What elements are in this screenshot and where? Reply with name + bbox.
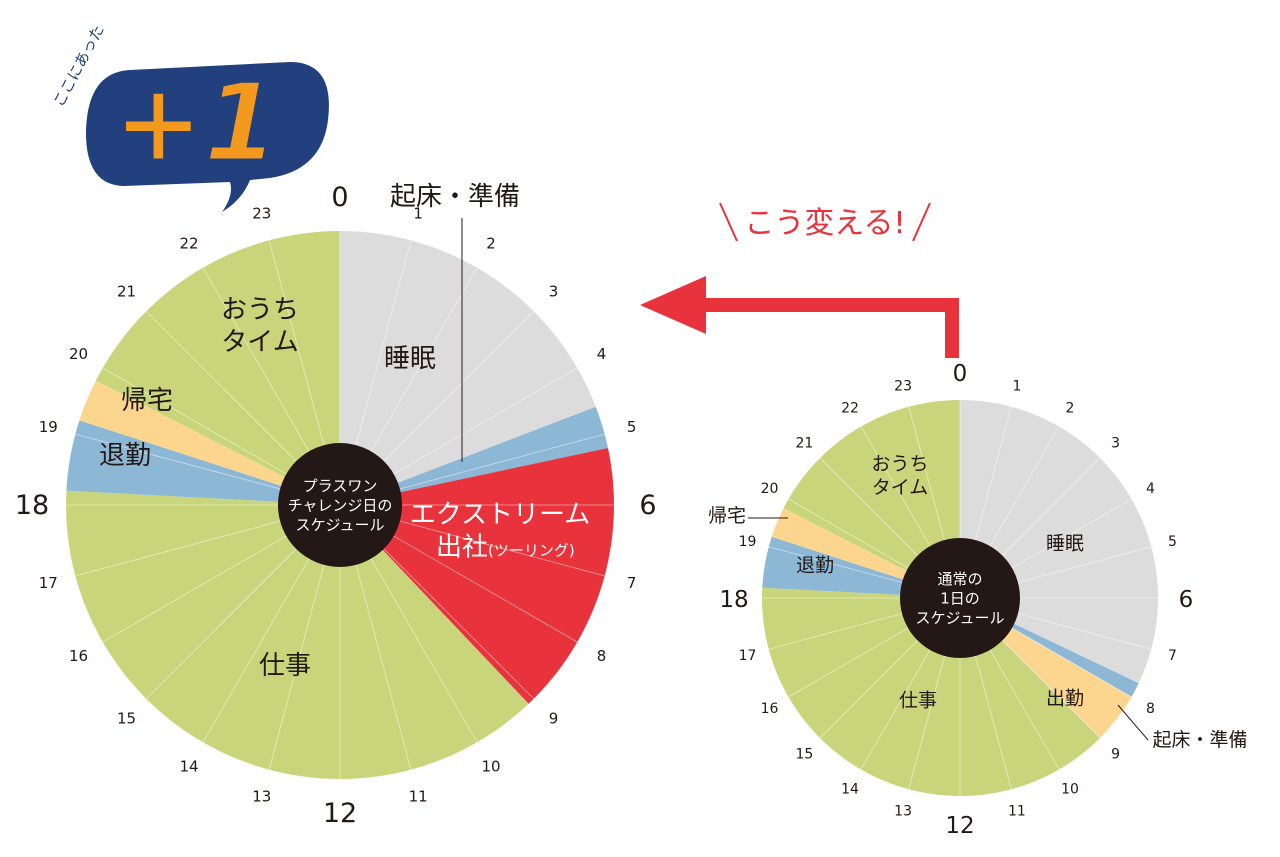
hour-tick-label: 6 [1179, 587, 1194, 613]
segment-label: 退勤 [99, 441, 151, 471]
hour-tick-label: 12 [323, 798, 357, 829]
hour-tick-label: 5 [627, 418, 637, 436]
hour-tick-label: 15 [117, 710, 136, 728]
callout-label: 起床・準備 [1152, 729, 1247, 751]
hour-tick-label: 16 [761, 701, 779, 717]
transition-slash-left [719, 202, 738, 242]
hour-tick-label: 17 [739, 648, 757, 664]
hour-tick-label: 13 [252, 788, 271, 806]
arrow-shaft [700, 298, 959, 358]
hour-tick-label: 10 [1061, 782, 1079, 798]
hour-tick-label: 19 [739, 534, 757, 550]
hour-tick-label: 23 [252, 204, 271, 222]
hour-tick-label: 4 [597, 345, 607, 363]
pie-slice [340, 231, 596, 505]
segment-label: タイム [221, 327, 298, 357]
hour-tick-label: 5 [1168, 534, 1177, 550]
badge-plus-one-text: +1 [113, 61, 279, 186]
pie-slice [95, 230, 340, 505]
hour-tick-label: 0 [331, 182, 348, 213]
segment-label: 出勤 [1046, 688, 1084, 710]
chart-title: 1日の [940, 589, 980, 607]
pie-slice [79, 380, 340, 505]
normal-day-pie: 0 1234567891011121314151617181920212223睡眠… [708, 361, 1248, 839]
plus-one-day-pie: 01234567891011121314151617181920212223睡眠… [15, 182, 657, 829]
hour-tick-label: 0 [953, 361, 968, 387]
hour-tick-label: 14 [841, 782, 859, 798]
hour-tick-label: 3 [549, 283, 559, 301]
pie-slice [66, 420, 340, 505]
transition-callout: こう変える! [640, 202, 959, 358]
hour-tick-label: 11 [409, 788, 428, 806]
hour-tick-label: 21 [795, 435, 813, 451]
hour-tick-label: 18 [15, 490, 49, 521]
segment-label: おうち [221, 295, 299, 325]
hour-tick-label: 7 [1168, 648, 1177, 664]
pie-slice [340, 448, 614, 704]
hour-tick-label: 17 [39, 574, 58, 592]
chart-title: プラスワン [303, 477, 378, 495]
hour-tick-label: 12 [945, 813, 974, 839]
segment-note: (ツーリング) [488, 541, 575, 559]
chart-title: スケジュール [916, 609, 1005, 627]
segment-label: 帰宅 [121, 386, 173, 416]
chart-hub [278, 443, 402, 567]
hour-tick-label: 20 [761, 481, 779, 497]
hour-tick-label: 9 [1111, 747, 1120, 763]
hour-tick-label: 9 [549, 710, 559, 728]
hour-tick-label: 14 [179, 758, 198, 776]
segment-label: タイム [872, 477, 929, 499]
segment-label: 出社 [436, 532, 488, 562]
hour-tick-label: 2 [1066, 401, 1075, 417]
callout-label: 帰宅 [708, 505, 746, 527]
hour-tick-label: 11 [1008, 804, 1026, 820]
hour-tick-label: 8 [1146, 701, 1155, 717]
hour-tick-label: 18 [719, 587, 748, 613]
hour-tick-label: 19 [39, 418, 58, 436]
chart-title: チャレンジ日の [288, 496, 393, 514]
hour-tick-label: 20 [69, 345, 88, 363]
hour-tick-label: 7 [627, 574, 637, 592]
hour-tick-label: 16 [69, 647, 88, 665]
segment-label: 仕事 [259, 651, 311, 681]
transition-label: こう変える! [744, 206, 905, 241]
segment-label: 睡眠 [1046, 533, 1084, 555]
hour-tick-label: 1 [413, 204, 423, 222]
segment-label: 退勤 [796, 555, 834, 577]
hour-tick-label: 21 [117, 283, 136, 301]
hour-tick-label: 22 [179, 235, 198, 253]
arrow-head [640, 276, 706, 334]
plus-one-badge: +1 ここにあった [50, 22, 329, 212]
pie-slice [66, 490, 529, 779]
callout-label: 起床・準備 [390, 182, 520, 212]
pie-slice [783, 400, 960, 598]
hour-tick-label: 2 [486, 235, 496, 253]
segment-label: 仕事 [899, 690, 937, 712]
hour-tick-label: 8 [597, 647, 607, 665]
hour-tick-label: 22 [841, 401, 859, 417]
segment-label: 睡眠 [384, 344, 436, 374]
callout-leader-line [1117, 704, 1149, 741]
pie-slice [340, 406, 609, 505]
hour-tick-label: 1 [1012, 379, 1021, 395]
chart-hub [900, 538, 1020, 658]
chart-title: 通常の [937, 570, 982, 588]
pie-slice [761, 587, 1101, 797]
hour-tick-label: 15 [795, 747, 813, 763]
chart-title: スケジュール [296, 516, 385, 534]
transition-slash-right [912, 202, 931, 242]
segment-label: おうち [871, 453, 928, 475]
hour-tick-label: 6 [639, 490, 656, 521]
hour-tick-label: 4 [1146, 481, 1155, 497]
hour-tick-label: 10 [481, 758, 500, 776]
hour-tick-label: 23 [894, 379, 912, 395]
speech-bubble-shape [85, 62, 329, 212]
hour-tick-label: 3 [1111, 435, 1120, 451]
hour-tick-label: 13 [894, 804, 912, 820]
segment-label: エクストリーム [410, 500, 590, 530]
